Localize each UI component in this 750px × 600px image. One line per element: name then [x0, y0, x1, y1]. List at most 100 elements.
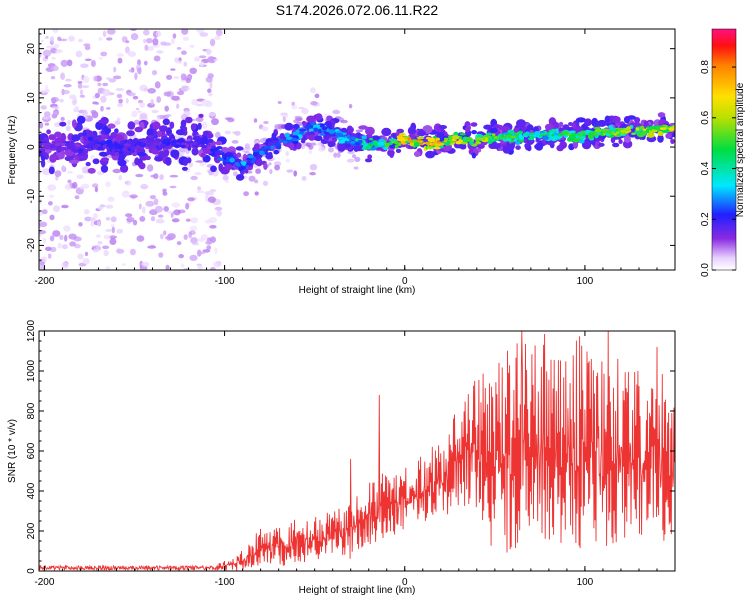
noise-blob — [61, 262, 69, 268]
spectral-blob — [526, 145, 532, 152]
noise-blob — [113, 66, 117, 73]
noise-blob — [274, 164, 280, 171]
noise-blob — [127, 51, 137, 57]
spectral-blob — [331, 136, 337, 143]
spectral-blob — [154, 156, 164, 162]
noise-blob — [153, 173, 159, 180]
noise-blob — [93, 213, 98, 220]
noise-blob — [314, 93, 320, 99]
noise-blob — [285, 150, 290, 157]
noise-blob — [196, 103, 203, 107]
ridge-blob — [203, 149, 211, 154]
noise-blob — [53, 43, 60, 49]
ridge-peak — [477, 137, 482, 141]
ridge-blob — [478, 134, 482, 138]
snr-line — [39, 331, 675, 571]
ridge-blob — [176, 138, 183, 143]
noise-blob — [153, 198, 159, 206]
noise-blob — [50, 65, 59, 72]
noise-blob — [90, 220, 95, 227]
spectral-blob — [82, 129, 87, 138]
noise-blob — [354, 156, 361, 162]
noise-blob — [194, 56, 201, 62]
noise-blob — [195, 116, 204, 123]
noise-blob — [166, 74, 173, 80]
spectral-blob — [138, 162, 146, 170]
noise-blob — [103, 249, 109, 257]
noise-blob — [209, 38, 216, 47]
ridge-peak — [539, 134, 543, 137]
spectral-blob — [198, 113, 204, 118]
noise-blob — [155, 30, 162, 37]
ridge-blob — [45, 145, 51, 149]
ridge-blob — [299, 128, 307, 132]
noise-blob — [224, 130, 232, 135]
noise-blob — [285, 158, 290, 163]
noise-blob — [211, 118, 219, 126]
noise-blob — [47, 184, 57, 191]
noise-blob — [39, 50, 42, 58]
spectral-blob — [337, 143, 346, 152]
noise-blob — [150, 98, 155, 106]
spectral-blob — [613, 116, 621, 124]
ridge-blob — [435, 137, 440, 141]
noise-blob — [95, 101, 100, 105]
noise-blob — [254, 191, 259, 196]
x-tick-label: -100 — [215, 577, 235, 588]
noise-blob — [310, 101, 318, 106]
noise-blob — [42, 237, 47, 244]
ridge-blob — [568, 130, 576, 134]
noise-blob — [60, 59, 68, 67]
noise-blob — [132, 219, 138, 226]
ridge-blob — [200, 144, 208, 148]
noise-blob — [82, 75, 90, 83]
spectral-blob — [255, 158, 263, 167]
spectral-blob — [87, 130, 94, 139]
spectral-blob — [156, 130, 163, 138]
noise-blob — [169, 237, 174, 241]
ridge-blob — [122, 147, 128, 152]
ridge-blob — [212, 147, 221, 151]
x-tick-label: -200 — [34, 577, 54, 588]
noise-blob — [139, 112, 148, 120]
spectral-blob — [470, 122, 478, 127]
spectral-blob — [515, 145, 521, 151]
ridge-blob — [123, 143, 132, 147]
y-tick-label: 800 — [26, 402, 37, 419]
spectral-blob — [295, 142, 302, 150]
noise-blob — [209, 266, 216, 270]
noise-blob — [214, 131, 221, 139]
noise-blob — [63, 225, 71, 232]
noise-blob — [164, 105, 169, 112]
ridge-blob — [626, 126, 631, 130]
noise-blob — [298, 106, 305, 110]
noise-blob — [45, 36, 49, 39]
noise-blob — [180, 73, 187, 81]
noise-blob — [170, 68, 176, 71]
noise-blob — [83, 209, 90, 215]
ridge-blob — [165, 141, 170, 146]
noise-blob — [116, 53, 125, 57]
colorbar-tick-label: 0.4 — [700, 161, 711, 175]
noise-blob — [81, 183, 90, 189]
noise-blob — [41, 256, 48, 263]
ridge-peak — [582, 133, 586, 137]
spectrogram-marks — [39, 29, 675, 270]
spectral-blob — [120, 164, 129, 173]
noise-blob — [55, 49, 63, 54]
spectral-blob — [502, 145, 511, 154]
spectral-blob — [568, 122, 574, 126]
ridge-blob — [253, 152, 258, 157]
noise-blob — [66, 59, 73, 67]
ridge-blob — [238, 166, 244, 172]
ridge-blob — [357, 139, 363, 144]
ridge-blob — [264, 146, 272, 150]
ridge-peak — [444, 140, 447, 143]
noise-blob — [293, 170, 298, 177]
noise-blob — [98, 57, 103, 60]
spectral-blob — [92, 158, 100, 165]
noise-blob — [102, 245, 110, 250]
noise-blob — [185, 218, 191, 222]
noise-blob — [79, 94, 86, 98]
spectral-blob — [513, 127, 519, 133]
